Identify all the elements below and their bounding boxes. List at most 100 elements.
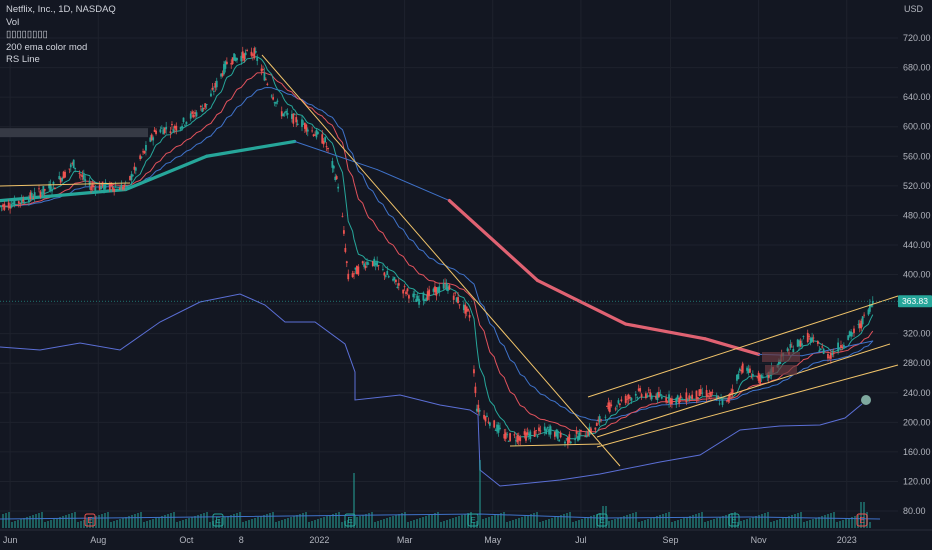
- candle-body: [533, 431, 536, 437]
- candle-body: [458, 304, 461, 306]
- candle-body: [303, 122, 306, 129]
- volume-bar: [56, 518, 58, 528]
- candle-body: [636, 396, 639, 398]
- volume-bar: [341, 522, 343, 528]
- volume-bar: [554, 517, 556, 528]
- candle-body: [103, 184, 105, 190]
- candle-body: [487, 421, 490, 423]
- volume-bar: [521, 517, 523, 528]
- candle-body: [514, 440, 517, 442]
- volume-bar: [584, 518, 586, 528]
- y-tick-label: 640.00: [903, 92, 931, 102]
- candle-body: [564, 441, 566, 444]
- volume-bar: [461, 515, 463, 528]
- ema-200-segment: [703, 337, 761, 356]
- volume-bar: [845, 519, 847, 528]
- candle-body: [569, 441, 572, 444]
- candle-body: [484, 416, 487, 422]
- candle-body: [68, 168, 71, 170]
- candle-body: [727, 397, 730, 402]
- candle-body: [353, 273, 355, 275]
- candle-body: [801, 343, 803, 346]
- candle-body: [513, 434, 516, 436]
- volume-label: Vol: [6, 16, 20, 28]
- candle-body: [408, 295, 410, 299]
- volume-bar: [500, 513, 502, 528]
- volume-bar: [809, 520, 811, 528]
- volume-bar: [686, 517, 688, 528]
- y-tick-label: 600.00: [903, 122, 931, 132]
- candle-body: [705, 390, 708, 397]
- volume-bar: [41, 512, 43, 528]
- candle-body: [382, 269, 384, 270]
- earnings-marker-label: E: [731, 516, 736, 525]
- candle-body: [867, 309, 870, 315]
- volume-bar: [269, 513, 271, 528]
- earnings-marker-label: E: [470, 516, 475, 525]
- rs-line-label: RS Line: [6, 54, 40, 65]
- current-price-value: 363.83: [902, 296, 928, 306]
- earnings-marker-label: E: [599, 516, 604, 525]
- volume-bar: [761, 514, 763, 528]
- candle-body: [194, 112, 196, 115]
- volume-bar: [380, 520, 382, 528]
- volume-bar: [503, 512, 505, 528]
- volume-bar: [134, 514, 136, 528]
- candle-body: [464, 304, 467, 314]
- candle-body: [707, 395, 709, 398]
- volume-bar: [458, 516, 460, 528]
- candle-body: [54, 187, 56, 190]
- candle-body: [3, 203, 6, 210]
- volume-bar: [419, 518, 421, 528]
- candle-body: [559, 432, 562, 438]
- volume-bar: [533, 513, 535, 528]
- volume-bar: [644, 520, 646, 528]
- candle-body: [543, 426, 546, 431]
- volume-bar: [677, 520, 679, 528]
- candle-body: [121, 186, 124, 190]
- candle-body: [789, 344, 792, 348]
- volume-bar: [413, 520, 415, 528]
- volume-bar: [281, 520, 283, 528]
- candle-body: [91, 184, 94, 188]
- candle-body: [578, 432, 581, 440]
- candle-body: [292, 113, 295, 124]
- volume-bar: [671, 522, 673, 528]
- candle-body: [262, 69, 264, 70]
- candle-body: [821, 346, 824, 348]
- volume-bar: [770, 522, 772, 528]
- candle-body: [363, 263, 366, 267]
- volume-bar: [683, 518, 685, 528]
- candle-body: [377, 265, 380, 267]
- candle-body: [322, 141, 325, 145]
- candle-body: [426, 291, 429, 300]
- y-tick-label: 680.00: [903, 63, 931, 73]
- candle-body: [811, 337, 813, 341]
- candle-body: [240, 55, 243, 62]
- candle-body: [802, 336, 805, 337]
- candle-body: [827, 354, 829, 359]
- x-tick-label: Sep: [662, 535, 678, 545]
- volume-bar: [98, 515, 100, 528]
- y-tick-label: 120.00: [903, 476, 931, 486]
- candle-body: [210, 93, 212, 97]
- candle-body: [445, 283, 448, 290]
- volume-bar: [803, 522, 805, 528]
- candle-body: [828, 356, 831, 358]
- candle-body: [607, 402, 610, 410]
- trendline: [0, 182, 131, 187]
- candle-body: [473, 369, 475, 374]
- candle-body: [311, 130, 314, 132]
- x-tick-label: 2022: [309, 535, 329, 545]
- candle-body: [750, 377, 753, 379]
- candle-body: [145, 144, 147, 151]
- candle-body: [477, 404, 480, 413]
- volume-bar: [38, 513, 40, 528]
- volume-bar: [410, 521, 412, 528]
- candle-body: [412, 293, 415, 298]
- x-tick-label: Jun: [3, 535, 18, 545]
- volume-bar: [68, 514, 70, 528]
- volume-bar: [815, 518, 817, 528]
- volume-bar: [197, 515, 199, 528]
